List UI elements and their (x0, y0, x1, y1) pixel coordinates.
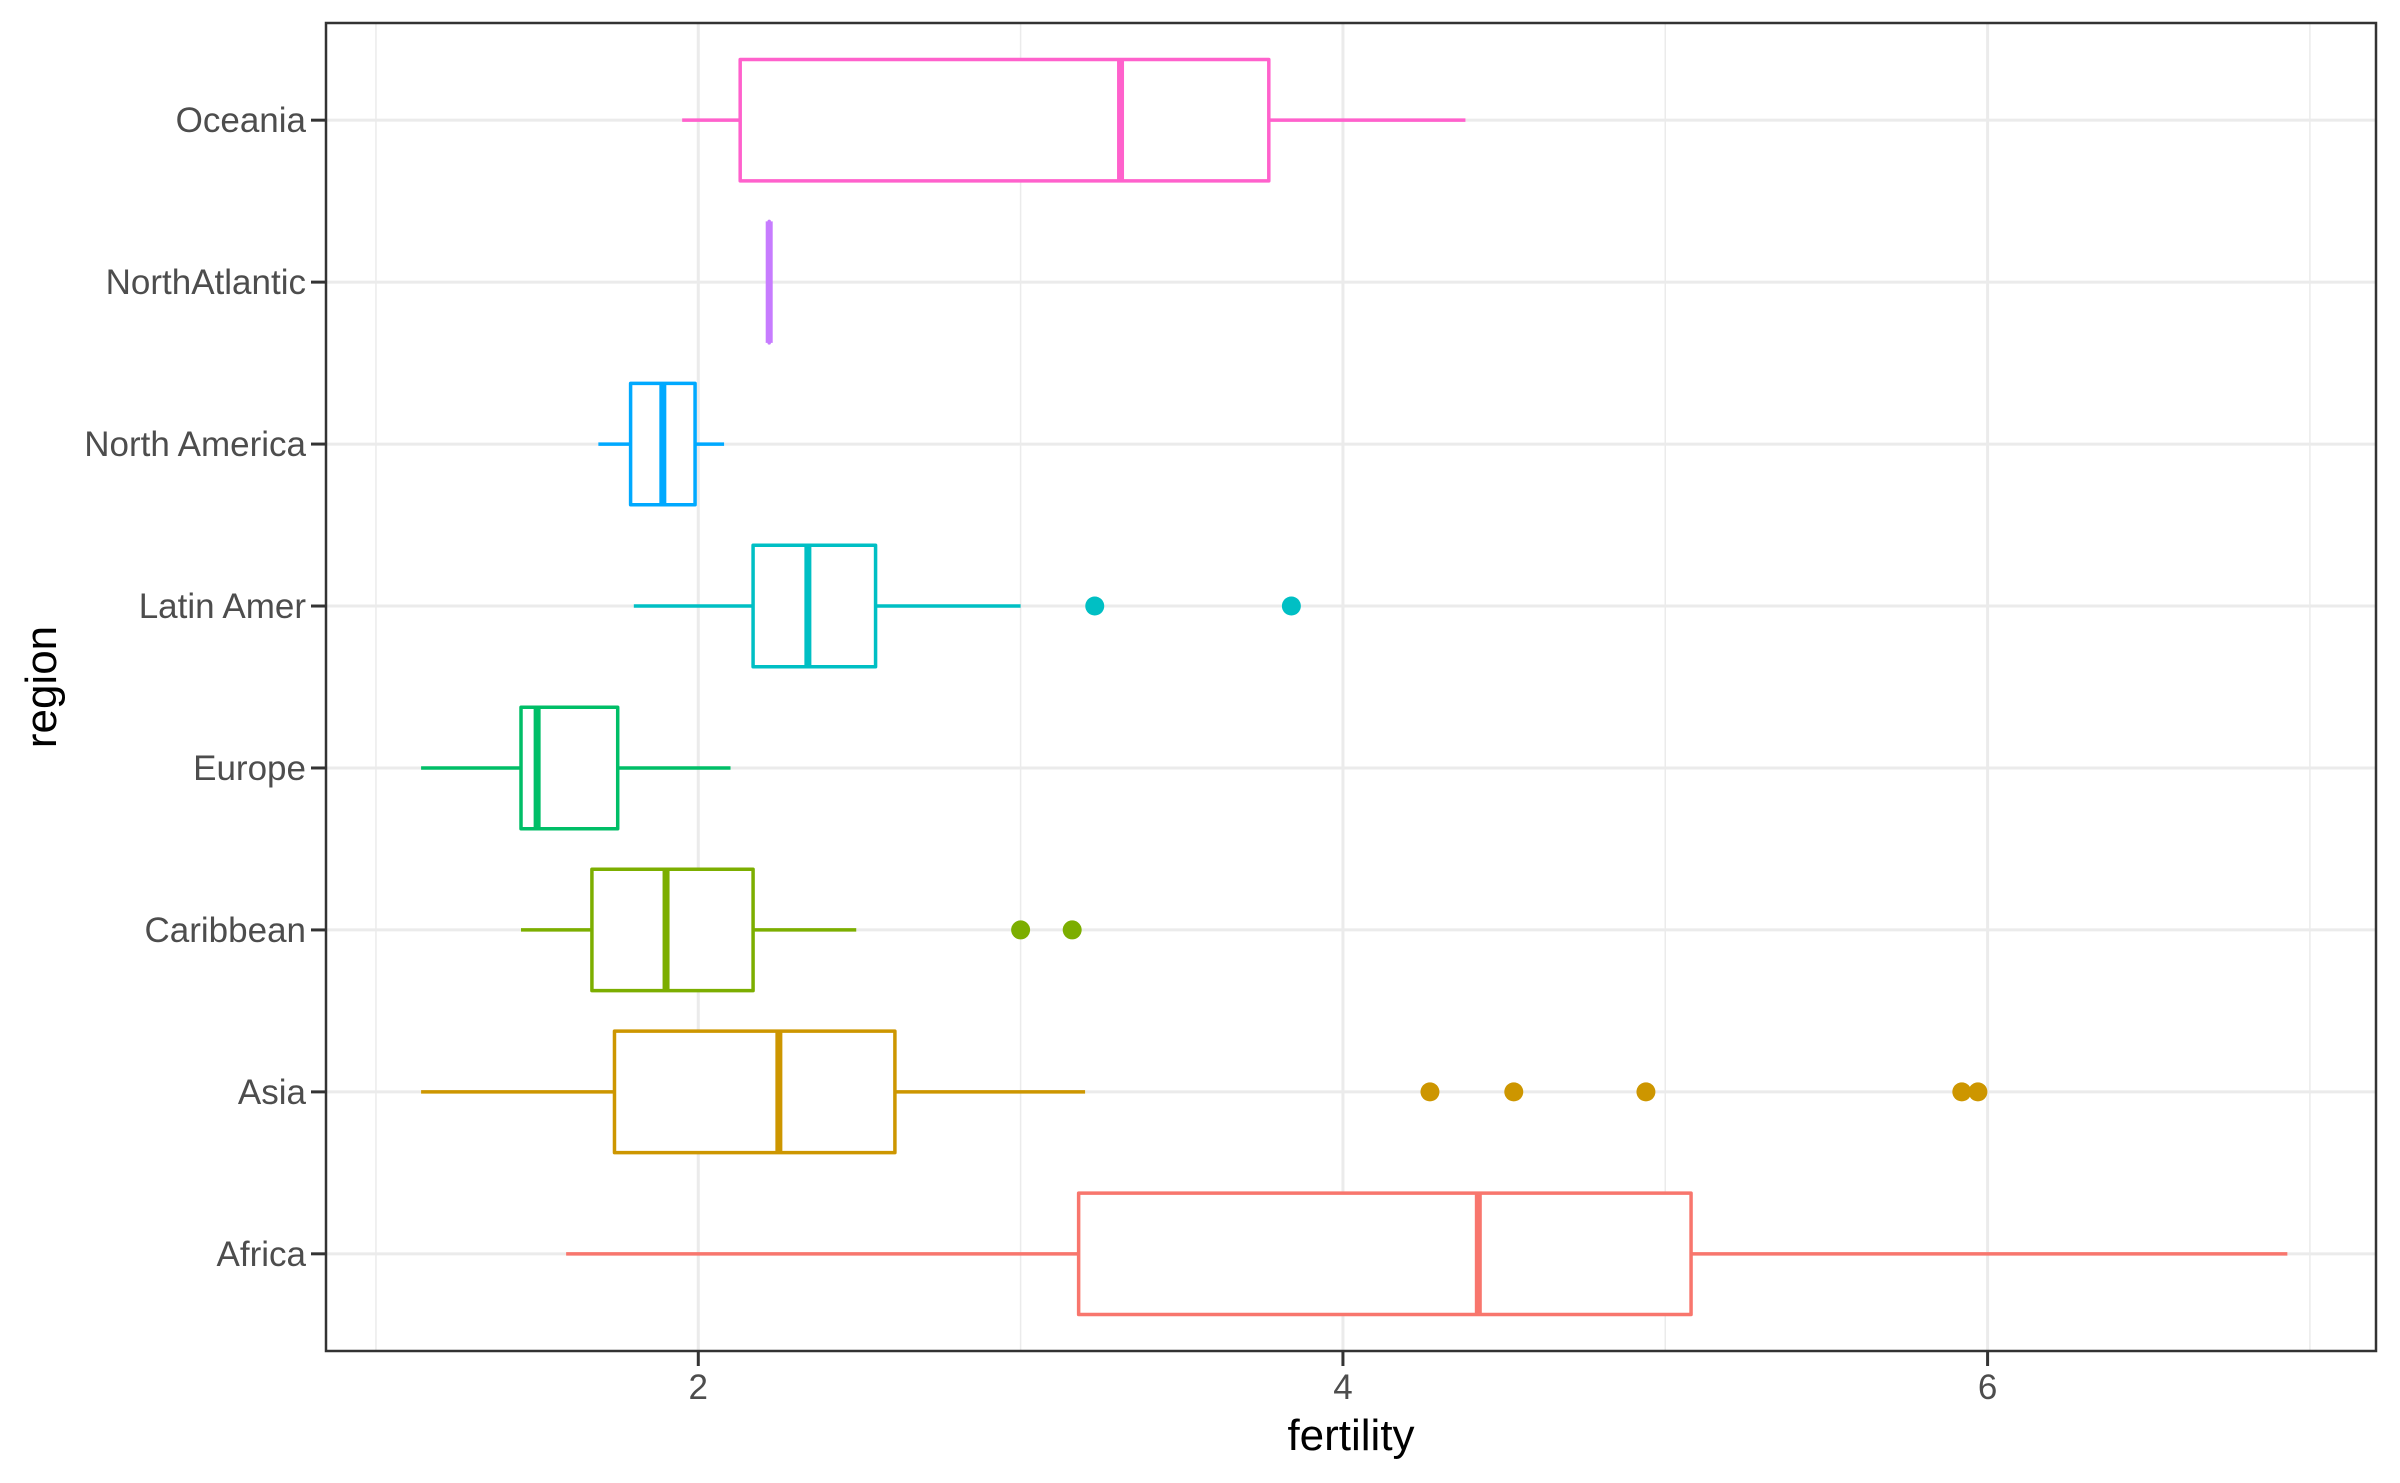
boxes (421, 57, 2288, 1317)
outlier-point (1062, 920, 1082, 940)
x-axis: 2 4 6 (689, 1351, 1997, 1407)
outlier-point (1011, 920, 1031, 940)
outlier-point (1420, 1082, 1440, 1102)
outlier-point (1968, 1082, 1988, 1102)
box-iqr (612, 1029, 897, 1155)
panel-border (324, 21, 2378, 1353)
y-axis-title: region (17, 626, 66, 748)
y-tick-label: Europe (193, 749, 306, 788)
x-axis-title: fertility (1287, 1411, 1414, 1460)
box-group-europe (421, 705, 731, 831)
box-group-africa (566, 1191, 2288, 1317)
box-group-north-america (598, 381, 725, 507)
x-tick-label: 2 (689, 1368, 708, 1407)
x-tick-label: 4 (1333, 1368, 1352, 1407)
y-tick-label: Caribbean (145, 911, 307, 950)
box-iqr (590, 867, 755, 993)
outlier-point (1952, 1082, 1972, 1102)
outlier-point (1636, 1082, 1656, 1102)
y-axis: Africa Asia Caribbean Europe Latin Amer North… (84, 101, 326, 1274)
y-tick-label: NorthAtlantic (106, 263, 306, 302)
y-tick-label: Latin Amer (139, 587, 307, 626)
box-group-oceania (682, 57, 1466, 183)
box-group-asia (421, 1029, 1988, 1155)
box-iqr (751, 543, 878, 669)
outlier-point (1085, 596, 1105, 616)
y-tick-label: Africa (217, 1235, 307, 1274)
box-group-caribbean (521, 867, 1082, 993)
outlier-point (1281, 596, 1301, 616)
box-iqr (1076, 1191, 1693, 1317)
y-tick-label: Oceania (176, 101, 307, 140)
x-tick-label: 6 (1978, 1368, 1997, 1407)
box-iqr (738, 57, 1271, 183)
y-tick-label: North America (84, 425, 306, 464)
outlier-point (1504, 1082, 1524, 1102)
y-tick-label: Asia (238, 1073, 307, 1112)
box-group-latin-amer (633, 543, 1301, 669)
